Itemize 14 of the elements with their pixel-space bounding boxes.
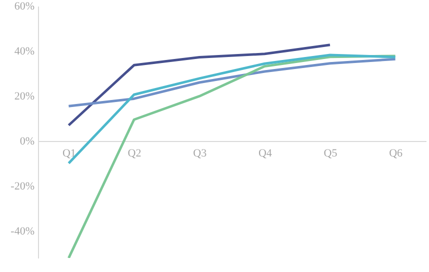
line-series xyxy=(67,44,332,126)
y-tick-label: 60% xyxy=(14,0,34,12)
y-tick-label: 20% xyxy=(14,90,34,102)
y-tick-label: 0% xyxy=(20,136,34,148)
line-series xyxy=(67,58,397,108)
y-tick-label: -40% xyxy=(10,226,34,238)
x-tick-label: Q5 xyxy=(324,148,338,160)
x-tick-label: Q2 xyxy=(128,148,142,160)
y-tick-label: -20% xyxy=(10,180,34,192)
x-tick-label: Q1 xyxy=(62,148,76,160)
x-tick-label: Q3 xyxy=(193,148,208,160)
x-tick-label: Q4 xyxy=(258,148,272,160)
x-tick-label: Q6 xyxy=(389,148,404,160)
y-tick-label: 40% xyxy=(14,46,34,58)
